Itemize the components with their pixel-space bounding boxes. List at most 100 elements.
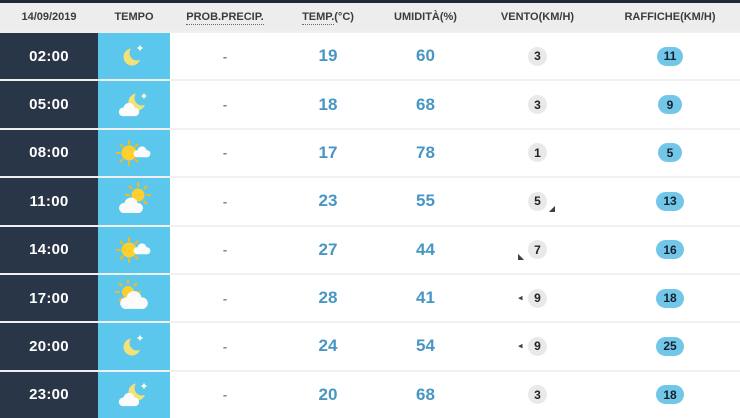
- temp-cell: 23: [318, 191, 338, 211]
- weather-icon-cell: [98, 323, 170, 370]
- forecast-row: 23:00 - 20 68 3 18: [0, 369, 740, 418]
- header-temp: TEMP.(°C): [280, 11, 376, 25]
- header-temp-label[interactable]: TEMP.: [302, 11, 335, 25]
- wind-direction-arrow: ◢: [548, 203, 555, 213]
- wind-badge: 1: [528, 143, 547, 163]
- weather-icon-cell: [98, 33, 170, 80]
- header-date: 14/09/2019: [21, 11, 77, 23]
- humidity-cell: 44: [416, 239, 435, 259]
- precip-cell: -: [222, 193, 228, 209]
- sun-small-cloud-icon: [112, 230, 156, 270]
- gust-badge: 9: [658, 95, 682, 115]
- time-cell: 11:00: [0, 178, 98, 225]
- table-header: 14/09/2019 TEMPO PROB.PRECIP. TEMP.(°C) …: [0, 3, 740, 31]
- weather-icon-cell: [98, 81, 170, 128]
- precip-cell: -: [222, 290, 228, 306]
- wind-cell: 1: [475, 130, 600, 176]
- sun-small-cloud-icon: [112, 133, 156, 173]
- header-gusts: RAFFICHE(KM/H): [624, 11, 716, 23]
- temp-cell: 28: [318, 288, 338, 308]
- moon-star-icon: [112, 36, 156, 76]
- wind-cell: 9 ◂: [475, 275, 600, 321]
- temp-cell: 27: [318, 239, 338, 259]
- gust-cell: 18: [600, 372, 740, 418]
- moon-star-icon: [112, 326, 156, 366]
- forecast-row: 17:00 - 28 41 9 ◂ 18: [0, 272, 740, 322]
- time-cell: 02:00: [0, 33, 98, 80]
- humidity-cell: 68: [416, 384, 435, 404]
- humidity-cell: 78: [416, 142, 435, 162]
- gust-cell: 18: [600, 275, 740, 321]
- weather-icon-cell: [98, 129, 170, 177]
- wind-cell: 3: [475, 372, 600, 418]
- header-humidity: UMIDITÀ(%): [394, 11, 457, 23]
- gust-badge: 5: [658, 143, 682, 163]
- top-accent-bar: [0, 0, 740, 3]
- gust-badge: 13: [656, 191, 684, 211]
- temp-cell: 20: [318, 384, 338, 404]
- temp-cell: 24: [318, 336, 338, 356]
- wind-cell: 5 ◢: [475, 178, 600, 224]
- weather-icon-cell: [98, 178, 170, 225]
- wind-cell: 9 ◂: [475, 323, 600, 369]
- wind-badge: 3: [528, 95, 547, 115]
- forecast-row: 05:00 - 18 68 3 9: [0, 79, 740, 128]
- temp-cell: 17: [318, 142, 338, 162]
- weather-icon-cell: [98, 371, 170, 418]
- gust-badge: 18: [656, 385, 684, 405]
- cloud-sun-icon: [112, 278, 156, 318]
- wind-badge: 3: [528, 46, 547, 66]
- wind-badge: 7: [528, 240, 547, 260]
- precip-cell: -: [222, 338, 228, 354]
- wind-cell: 3: [475, 81, 600, 127]
- precip-cell: -: [222, 97, 228, 113]
- forecast-row: 14:00 - 27 44 7 ◣ 16: [0, 224, 740, 273]
- precip-cell: -: [222, 387, 228, 403]
- wind-direction-arrow: ◂: [518, 292, 523, 303]
- gust-badge: 18: [656, 288, 684, 308]
- precip-cell: -: [222, 48, 228, 64]
- forecast-row: 20:00 - 24 54 9 ◂ 25: [0, 321, 740, 370]
- gust-badge: 11: [656, 46, 684, 66]
- time-cell: 14:00: [0, 226, 98, 273]
- gust-cell: 11: [600, 33, 740, 79]
- wind-cell: 3: [475, 33, 600, 79]
- gust-cell: 5: [600, 130, 740, 176]
- forecast-row: 02:00 - 19 60 3 11: [0, 31, 740, 80]
- header-prob-precip-label[interactable]: PROB.PRECIP.: [186, 11, 264, 25]
- wind-badge: 5: [528, 191, 547, 211]
- humidity-cell: 41: [416, 288, 435, 308]
- gust-badge: 16: [656, 240, 684, 260]
- moon-cloud-icon: [112, 375, 156, 415]
- gust-cell: 13: [600, 178, 740, 224]
- time-cell: 08:00: [0, 129, 98, 177]
- precip-cell: -: [222, 145, 228, 161]
- gust-cell: 16: [600, 227, 740, 273]
- wind-badge: 9: [528, 336, 547, 356]
- wind-badge: 3: [528, 385, 547, 405]
- temp-cell: 19: [318, 46, 338, 66]
- wind-direction-arrow: ◂: [518, 340, 523, 351]
- humidity-cell: 55: [416, 191, 435, 211]
- header-prob-precip: PROB.PRECIP.: [170, 11, 280, 25]
- gust-cell: 9: [600, 81, 740, 127]
- gust-cell: 25: [600, 323, 740, 369]
- weather-icon-cell: [98, 274, 170, 322]
- forecast-row: 11:00 - 23 55 5 ◢ 13: [0, 176, 740, 225]
- moon-cloud-icon: [112, 85, 156, 125]
- forecast-rows: 02:00 - 19 60 3 11 05:00 - 18 68 3: [0, 31, 740, 418]
- humidity-cell: 68: [416, 94, 435, 114]
- temp-cell: 18: [318, 94, 338, 114]
- wind-direction-arrow: ◣: [518, 252, 525, 262]
- gust-badge: 25: [656, 336, 684, 356]
- humidity-cell: 54: [416, 336, 435, 356]
- time-cell: 05:00: [0, 81, 98, 128]
- wind-cell: 7 ◣: [475, 227, 600, 273]
- header-temp-unit: (°C): [334, 11, 354, 23]
- humidity-cell: 60: [416, 46, 435, 66]
- time-cell: 23:00: [0, 371, 98, 418]
- weather-icon-cell: [98, 226, 170, 273]
- forecast-row: 08:00 - 17 78 1 5: [0, 127, 740, 177]
- sun-cloud-icon: [112, 181, 156, 221]
